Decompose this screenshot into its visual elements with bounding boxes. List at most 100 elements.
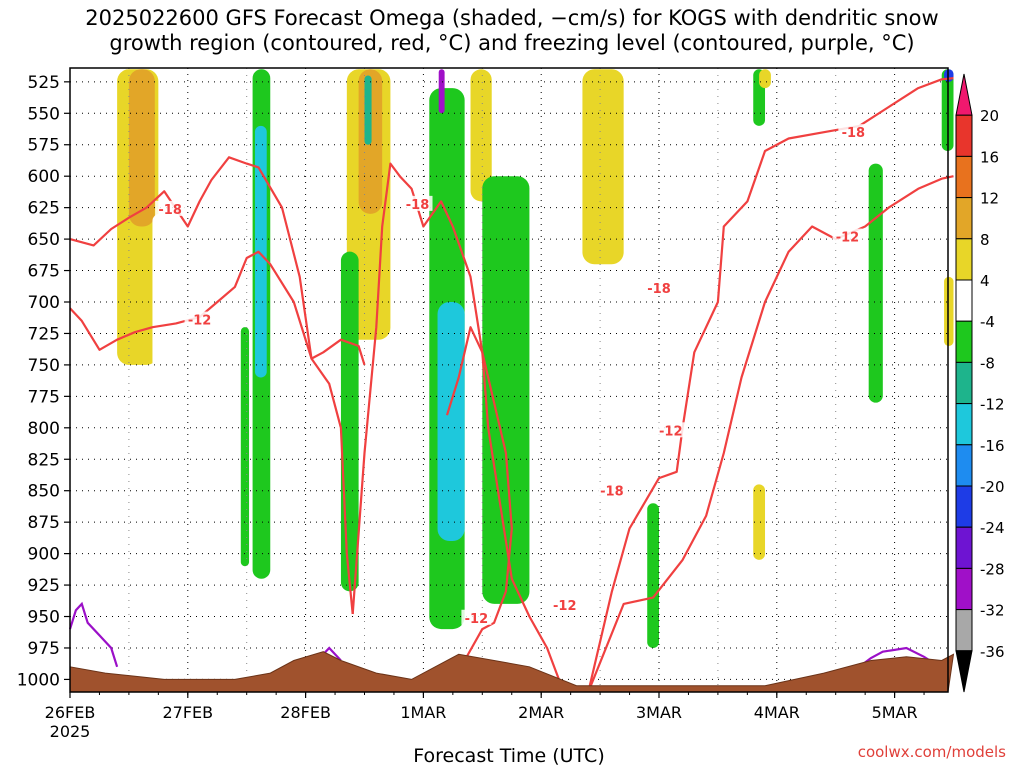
contour-label-bg-4 bbox=[596, 482, 627, 498]
colorbar-box-6 bbox=[955, 320, 973, 363]
y-tick-label-2: 575 bbox=[28, 136, 60, 156]
colorbar-box-10 bbox=[955, 485, 973, 528]
y-tick-label-7: 700 bbox=[28, 293, 60, 313]
x-tick-label-7: 5MAR bbox=[872, 703, 918, 722]
freezing-level-2 bbox=[858, 646, 937, 668]
colorbar-label-4: 4 bbox=[980, 272, 990, 290]
terrain-layer bbox=[69, 651, 955, 693]
title-line-1: 2025022600 GFS Forecast Omega (shaded, −… bbox=[85, 6, 939, 30]
contour-label-bg-2 bbox=[402, 195, 433, 211]
contour-label-1: -12 bbox=[188, 314, 212, 329]
dgz-contour-1 bbox=[69, 250, 366, 366]
contour-label-bg-9 bbox=[832, 228, 863, 244]
colorbar-box-9 bbox=[955, 444, 973, 487]
title-line-2: growth region (contoured, red, °C) and f… bbox=[109, 31, 915, 55]
y-tick-label-18: 975 bbox=[28, 639, 60, 659]
omega-region-11 bbox=[437, 302, 465, 542]
omega-region-20 bbox=[868, 163, 883, 403]
dgz-contour-0 bbox=[69, 156, 354, 615]
contour-label-7: -12 bbox=[659, 424, 683, 439]
y-tick-label-1: 550 bbox=[28, 104, 60, 124]
contour-label-layer: -18 -12 -18 -12 -18 -12 -18 -12 -18 -12 bbox=[155, 124, 869, 627]
contour-label-2: -18 bbox=[406, 198, 430, 213]
omega-region-18 bbox=[759, 69, 771, 89]
colorbar-box-1 bbox=[955, 114, 973, 157]
colorbar-box-7 bbox=[955, 361, 973, 405]
axes-layer: 525 550 575 600 625 650 675 700 725 750 775 800 825 8… bbox=[17, 73, 925, 722]
x-start-year: 2025 bbox=[50, 722, 91, 741]
contour-label-bg-1 bbox=[184, 311, 215, 327]
colorbar-label-10: -24 bbox=[980, 519, 1005, 537]
colorbar-label-1: 16 bbox=[980, 148, 999, 166]
omega-region-15 bbox=[582, 69, 624, 265]
colorbar-box-11 bbox=[955, 526, 973, 569]
y-tick-label-3: 600 bbox=[28, 167, 60, 187]
colorbar-label-11: -28 bbox=[980, 560, 1005, 578]
colorbar-box-3 bbox=[955, 197, 973, 240]
x-axis-label: Forecast Time (UTC) bbox=[413, 745, 604, 767]
y-tick-label-8: 725 bbox=[28, 324, 60, 344]
omega-region-19 bbox=[753, 484, 766, 560]
omega-shading-layer bbox=[117, 69, 954, 648]
y-tick-label-13: 850 bbox=[28, 482, 60, 502]
colorbar-box-12 bbox=[955, 567, 973, 611]
contour-label-bg-8 bbox=[838, 124, 869, 140]
x-tick-label-1: 27FEB bbox=[162, 703, 213, 722]
plot-frame bbox=[69, 67, 949, 693]
colorbar-label-13: -36 bbox=[980, 643, 1005, 661]
dgz-contour-4 bbox=[587, 77, 954, 693]
credit-text: coolwx.com/models bbox=[857, 743, 1006, 761]
omega-region-12 bbox=[438, 69, 445, 114]
y-tick-label-14: 875 bbox=[28, 513, 60, 533]
y-tick-label-5: 650 bbox=[28, 230, 60, 250]
omega-region-9 bbox=[364, 75, 372, 145]
x-tick-label-0: 26FEB bbox=[45, 703, 96, 722]
contour-label-bg-6 bbox=[644, 280, 674, 296]
contour-label-bg-5 bbox=[549, 597, 580, 613]
colorbar-label-2: 12 bbox=[980, 190, 999, 208]
dgz-contour-2 bbox=[351, 162, 513, 662]
contour-label-bg-3 bbox=[461, 609, 492, 625]
omega-region-23 bbox=[944, 276, 954, 347]
omega-region-2 bbox=[152, 213, 167, 504]
colorbar-label-9: -20 bbox=[980, 478, 1005, 496]
contour-layer bbox=[68, 77, 954, 693]
colorbar-label-5: -4 bbox=[980, 313, 995, 331]
y-tick-label-4: 625 bbox=[28, 199, 60, 219]
chart-title: 2025022600 GFS Forecast Omega (shaded, −… bbox=[0, 6, 1024, 56]
freezing-level-0 bbox=[68, 601, 119, 668]
colorbar-label-12: -32 bbox=[980, 602, 1005, 620]
y-tick-label-19: 1000 bbox=[17, 670, 60, 690]
colorbar-top-arrow bbox=[955, 73, 973, 116]
contour-label-0: -18 bbox=[158, 203, 182, 218]
contour-label-8: -18 bbox=[842, 126, 866, 141]
colorbar-label-0: 20 bbox=[980, 107, 999, 125]
contour-label-bg-0 bbox=[155, 200, 186, 216]
contour-label-9: -12 bbox=[836, 231, 860, 246]
colorbar-bottom-arrow bbox=[955, 650, 973, 693]
colorbar-box-13 bbox=[955, 609, 973, 652]
terrain-fill bbox=[69, 651, 955, 693]
colorbar-box-5 bbox=[955, 279, 973, 322]
colorbar-box-8 bbox=[955, 403, 973, 446]
omega-region-14 bbox=[482, 176, 530, 604]
y-tick-label-16: 925 bbox=[28, 576, 60, 596]
y-tick-label-9: 750 bbox=[28, 356, 60, 376]
omega-region-8 bbox=[340, 251, 359, 592]
colorbar-label-6: -8 bbox=[980, 354, 995, 372]
omega-region-13 bbox=[470, 69, 492, 202]
colorbar-label-7: -12 bbox=[980, 396, 1005, 414]
x-tick-label-3: 1MAR bbox=[400, 703, 446, 722]
omega-region-5 bbox=[240, 327, 250, 567]
y-tick-label-0: 525 bbox=[28, 73, 60, 93]
colorbar: 20 16 12 8 4 -4 -8 -12 -16 -20 -24 -28 -32 -36 bbox=[955, 73, 1005, 693]
dgz-contour-5 bbox=[587, 175, 954, 693]
x-tick-label-5: 3MAR bbox=[636, 703, 682, 722]
x-tick-label-6: 4MAR bbox=[754, 703, 800, 722]
dgz-contour-3 bbox=[445, 326, 560, 680]
y-tick-label-17: 950 bbox=[28, 608, 60, 628]
y-tick-label-15: 900 bbox=[28, 545, 60, 565]
x-tick-label-2: 28FEB bbox=[280, 703, 331, 722]
y-tick-label-11: 800 bbox=[28, 419, 60, 439]
